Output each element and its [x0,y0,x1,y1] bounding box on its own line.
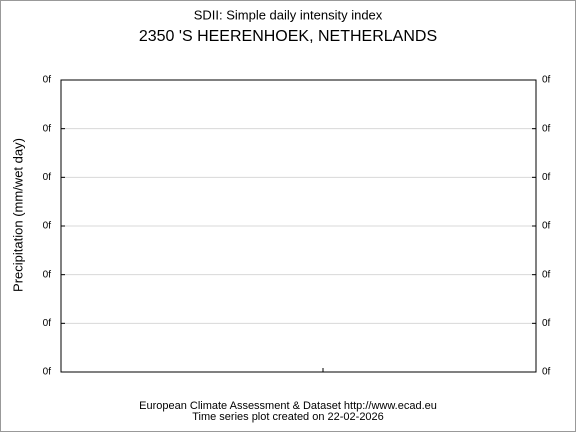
y2-tick-label: 0f [542,367,551,378]
y-tick-label: 0f [43,123,52,134]
y2-tick-label: 0f [542,318,551,329]
y2-tick-label: 0f [542,269,551,280]
y2-tick-label: 0f [542,75,551,86]
y2-tick-label: 0f [542,221,551,232]
footer: Time series plot created on 22-02-2026 [192,411,384,423]
y2-tick-label: 0f [542,123,551,134]
y-tick-label: 0f [43,367,52,378]
y-tick-label: 0f [43,269,52,280]
plot-area [60,79,537,373]
footer: European Climate Assessment & Dataset ht… [139,400,437,412]
y-axis-label: Precipitation (mm/wet day) [10,138,25,292]
chart-title: SDII: Simple daily intensity index [194,7,383,22]
chart-subtitle: 2350 'S HEERENHOEK, NETHERLANDS [139,28,437,45]
y2-tick-label: 0f [542,172,551,183]
y-tick-label: 0f [43,75,52,86]
y-tick-label: 0f [43,172,52,183]
y-tick-label: 0f [43,318,52,329]
y-tick-label: 0f [43,221,52,232]
